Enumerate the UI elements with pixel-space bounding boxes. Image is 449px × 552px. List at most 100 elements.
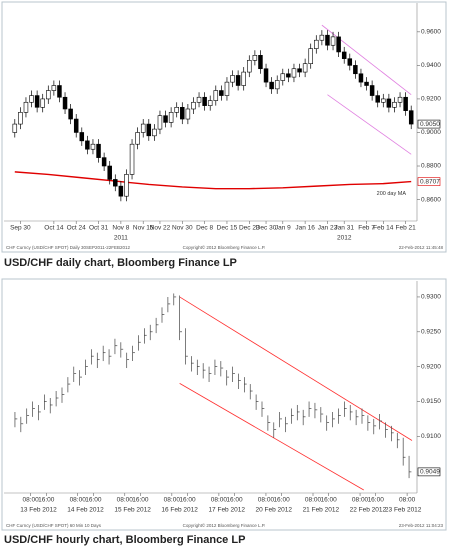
ma-label: 200 day MA xyxy=(377,191,407,197)
candle-body xyxy=(118,185,124,197)
candle-body xyxy=(381,98,386,103)
x-tick-label: Sep 30 xyxy=(10,225,31,232)
candle-body xyxy=(403,96,408,111)
x-tick-label: Nov 15 xyxy=(133,225,154,232)
x-tick-label: Nov 30 xyxy=(172,225,193,232)
x-tick-label: 08:00 xyxy=(399,497,416,504)
candle-body xyxy=(85,140,90,150)
candle-body xyxy=(375,95,380,103)
footer-timestamp: 23-Feb-2012 11:04:23 xyxy=(399,523,444,528)
x-tick-label: 16:00 xyxy=(132,497,149,504)
date-label: 14 Feb 2012 xyxy=(67,507,104,514)
candle-body xyxy=(168,112,174,123)
x-tick-label: 16:00 xyxy=(368,497,385,504)
x-tick-label: Feb 14 xyxy=(373,225,394,232)
x-tick-label: Oct 31 xyxy=(89,225,109,232)
candle-body xyxy=(241,71,246,86)
candle-body xyxy=(34,95,40,108)
y-tick-label: 0.9200 xyxy=(421,363,441,370)
footer-timestamp: 22-Feb-2012 11:45:48 xyxy=(399,245,444,250)
date-label: 21 Feb 2012 xyxy=(303,507,340,514)
date-label: 16 Feb 2012 xyxy=(161,507,198,514)
trendline xyxy=(179,383,364,491)
trendline xyxy=(327,94,412,155)
date-label: 20 Feb 2012 xyxy=(256,507,293,514)
x-tick-label: 16:00 xyxy=(226,497,243,504)
price-marker-label: 0.9050 xyxy=(420,121,440,128)
candle-body xyxy=(185,108,191,120)
x-tick-label: Jan 23 xyxy=(318,225,338,232)
candle-body xyxy=(163,115,168,123)
candle-body xyxy=(286,73,291,78)
x-tick-label: Dec 15 xyxy=(217,225,238,232)
candle-body xyxy=(319,34,325,41)
x-tick-label: 08:00 xyxy=(305,497,322,504)
price-marker-label: 0.8707 xyxy=(420,178,440,185)
candle-body xyxy=(129,143,135,175)
x-tick-label: 08:00 xyxy=(70,497,87,504)
chart-caption: USD/CHF daily chart, Bloomberg Finance L… xyxy=(4,257,237,269)
date-label: 13 Feb 2012 xyxy=(20,507,57,514)
date-label: 2012 xyxy=(337,235,352,242)
candle-body xyxy=(90,143,96,150)
candle-body xyxy=(101,157,107,167)
price-marker xyxy=(417,119,441,129)
y-tick-label: 0.9300 xyxy=(421,294,441,301)
y-tick-label: 0.9150 xyxy=(421,398,441,405)
price-marker xyxy=(417,177,441,186)
candle-body xyxy=(18,112,23,125)
candle-body xyxy=(140,123,146,133)
trendline xyxy=(179,296,413,441)
y-tick-label: 0.9000 xyxy=(421,129,441,136)
candle-body xyxy=(180,107,185,120)
candle-body xyxy=(252,55,258,61)
x-tick-label: Feb 7 xyxy=(358,225,375,232)
candle-body xyxy=(386,98,392,108)
x-tick-label: Dec 30 xyxy=(256,225,277,232)
candle-body xyxy=(358,73,364,83)
candle-body xyxy=(330,36,336,46)
x-tick-label: 16:00 xyxy=(273,497,290,504)
candle-body xyxy=(68,108,73,120)
date-label: 23 Feb 2012 xyxy=(385,507,422,514)
candle-body xyxy=(202,96,207,106)
x-tick-label: 16:00 xyxy=(321,497,338,504)
candle-body xyxy=(62,96,68,110)
y-tick-label: 0.9600 xyxy=(421,29,441,36)
price-marker xyxy=(417,467,441,477)
x-tick-label: 08:00 xyxy=(23,497,40,504)
candle-body xyxy=(23,101,29,113)
candle-body xyxy=(314,39,319,49)
candle-body xyxy=(274,80,280,90)
chart-caption: USD/CHF hourly chart, Bloomberg Finance … xyxy=(4,534,245,546)
candle-body xyxy=(96,143,101,158)
candle-body xyxy=(79,132,85,142)
candle-body xyxy=(113,179,118,187)
candle-body xyxy=(269,81,274,90)
y-tick-label: 0.8800 xyxy=(421,163,441,170)
x-tick-label: 08:00 xyxy=(164,497,181,504)
candle-body xyxy=(369,85,375,96)
candle-body xyxy=(364,81,369,86)
candle-body xyxy=(29,95,34,103)
candle-body xyxy=(196,96,202,103)
x-tick-label: 08:00 xyxy=(258,497,275,504)
candle-body xyxy=(392,101,397,108)
x-tick-label: 08:00 xyxy=(352,497,369,504)
x-tick-label: 16:00 xyxy=(85,497,102,504)
candle-body xyxy=(57,85,62,98)
y-tick-label: 0.8600 xyxy=(421,196,441,203)
candle-body xyxy=(124,174,129,197)
footer-copyright: Copyright© 2012 Bloomberg Finance L.P. xyxy=(183,244,266,250)
candle-body xyxy=(191,101,196,110)
candle-body xyxy=(46,90,51,100)
candle-body xyxy=(174,107,179,113)
candle-body xyxy=(280,73,286,81)
x-tick-label: Nov 22 xyxy=(150,225,171,232)
date-label: 2011 xyxy=(114,235,128,242)
date-label: 15 Feb 2012 xyxy=(114,507,151,514)
candle-body xyxy=(135,132,140,145)
candle-body xyxy=(224,81,230,96)
chart-frame xyxy=(1,1,447,253)
candle-body xyxy=(308,48,313,65)
